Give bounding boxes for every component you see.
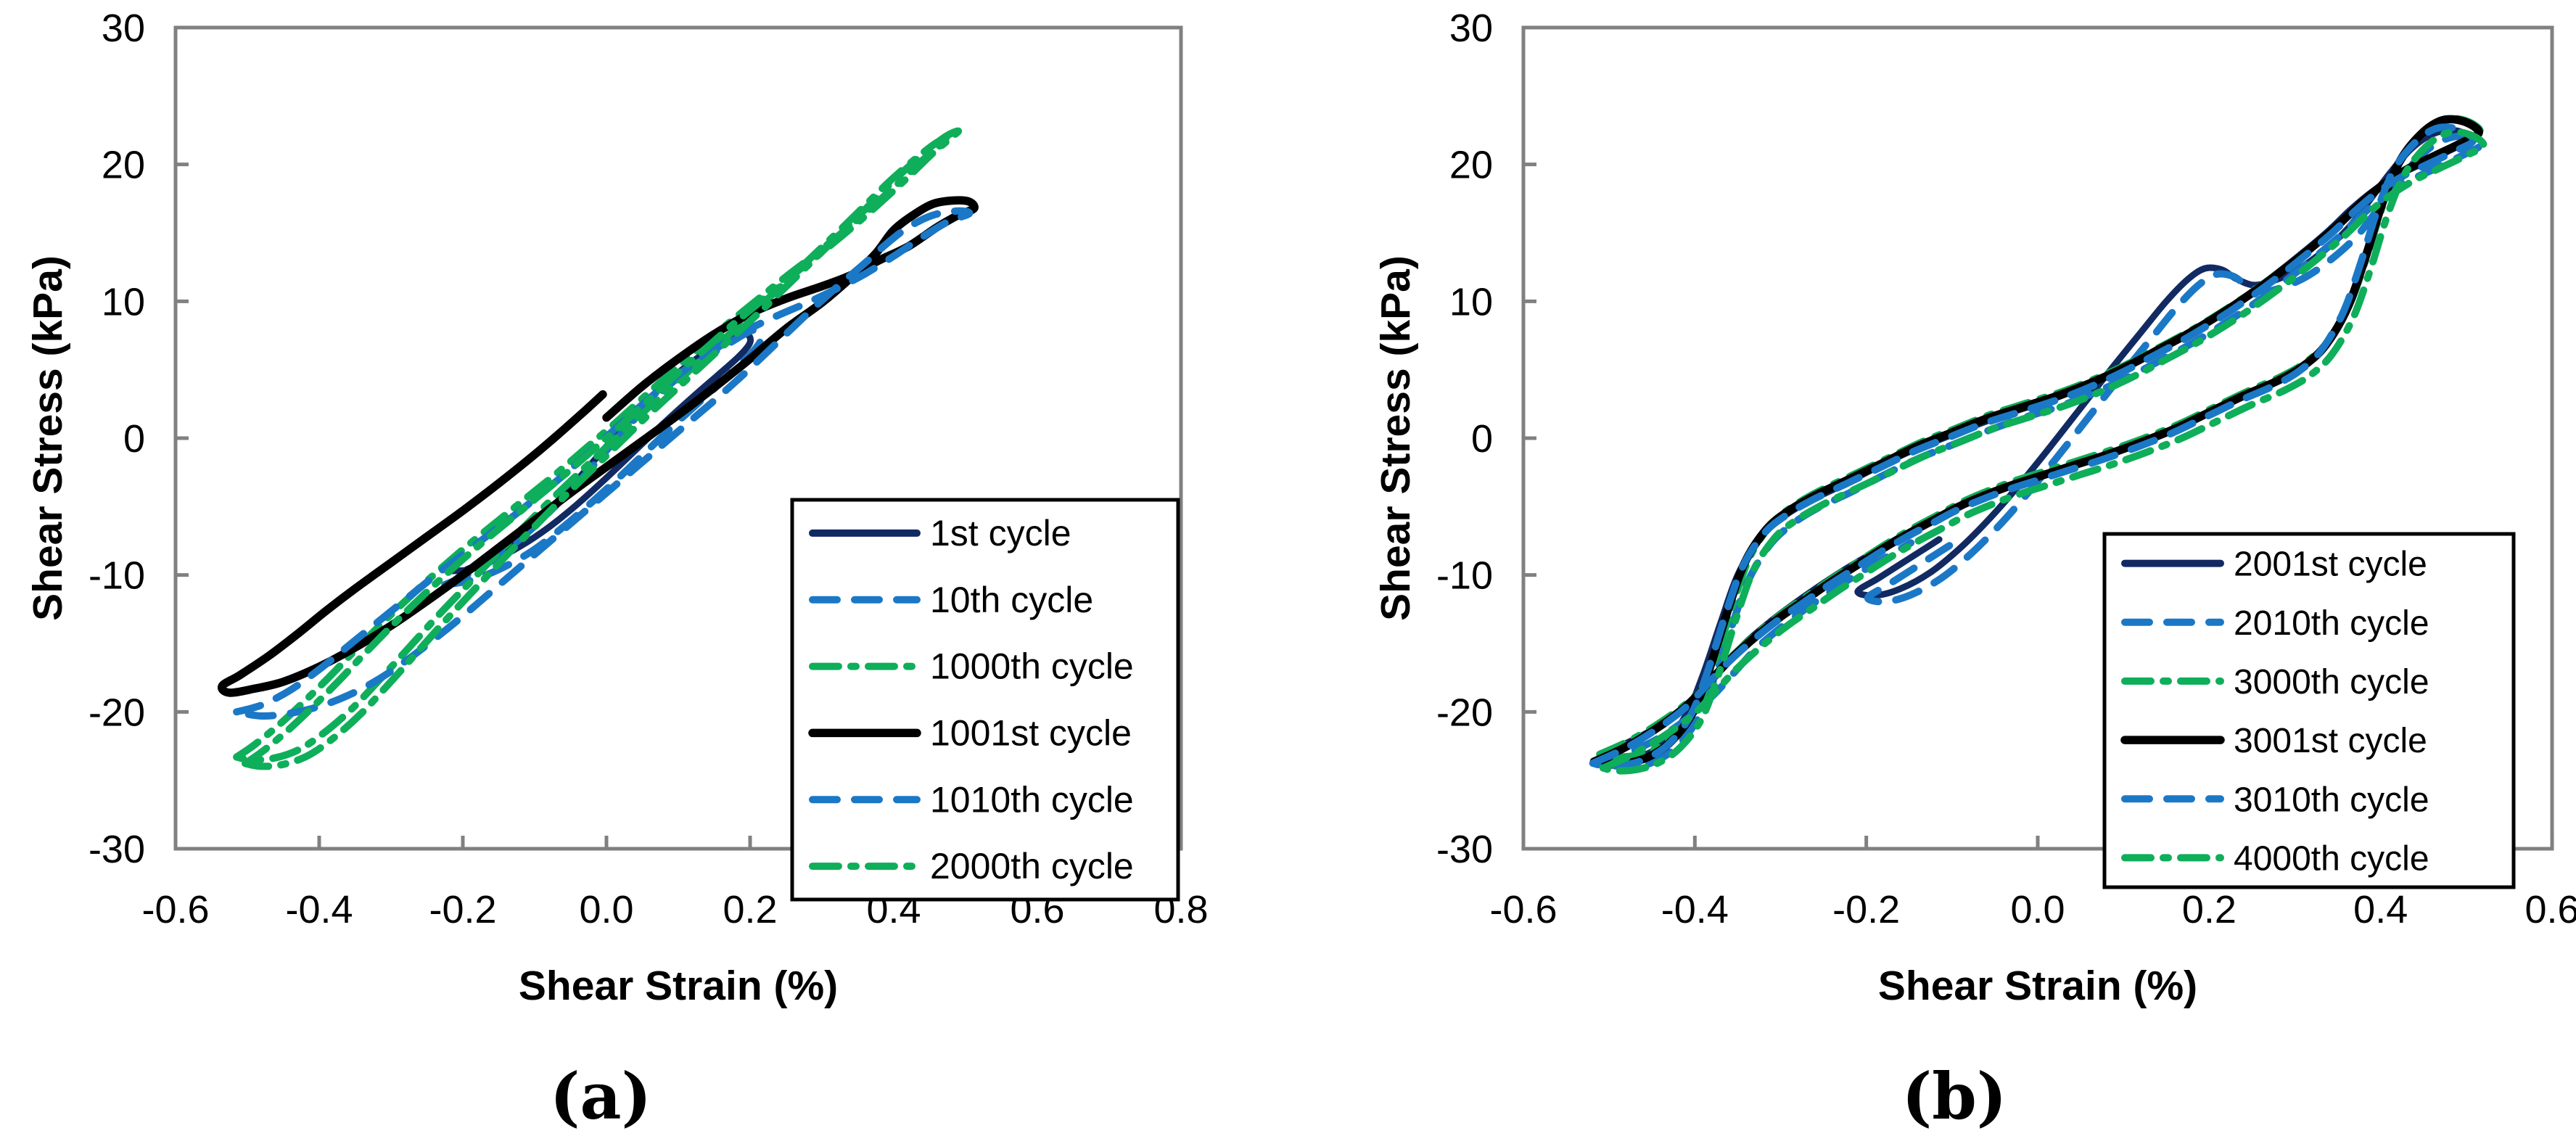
y-tick-label: 0 bbox=[123, 417, 145, 461]
x-tick-label: 0.0 bbox=[2010, 888, 2065, 931]
y-axis-title-a: Shear Stress (kPa) bbox=[25, 255, 71, 621]
legend-label-3000th-cycle: 3000th cycle bbox=[2234, 663, 2429, 701]
legend-label-3001st-cycle: 3001st cycle bbox=[2234, 722, 2427, 760]
y-tick-label: 0 bbox=[1471, 417, 1493, 461]
caption-a: (a) bbox=[550, 1058, 651, 1134]
legend-box-a bbox=[790, 498, 1180, 902]
series-line-4000th-cycle bbox=[1599, 128, 2487, 775]
y-tick-label: 30 bbox=[1449, 7, 1493, 50]
legend-label-1000th-cycle: 1000th cycle bbox=[930, 646, 1134, 687]
y-tick-label: -30 bbox=[89, 828, 145, 871]
x-tick-label: -0.6 bbox=[141, 888, 209, 931]
x-axis-title-b: Shear Strain (%) bbox=[1878, 963, 2197, 1009]
y-tick-label: 30 bbox=[102, 7, 145, 50]
legend-label-1010th-cycle: 1010th cycle bbox=[930, 779, 1134, 820]
y-tick-label: -20 bbox=[89, 691, 145, 734]
legend-label-10th-cycle: 10th cycle bbox=[930, 580, 1093, 620]
x-axis-title-a: Shear Strain (%) bbox=[519, 963, 838, 1009]
legend-label-4000th-cycle: 4000th cycle bbox=[2234, 839, 2429, 878]
y-axis-title-b: Shear Stress (kPa) bbox=[1373, 255, 1419, 621]
caption-b: (b) bbox=[1902, 1058, 2007, 1134]
legend-label-2001st-cycle: 2001st cycle bbox=[2234, 546, 2427, 584]
x-tick-label: 0.4 bbox=[2353, 888, 2408, 931]
series-line-2000th-cycle bbox=[242, 127, 963, 770]
x-tick-label: -0.2 bbox=[1832, 888, 1900, 931]
y-tick-label: -10 bbox=[1436, 554, 1493, 598]
x-tick-label: 0.2 bbox=[723, 888, 777, 931]
chart-b-plot: 30 20 10 0 -10 -20 -30 -0.6 -0.4 -0.2 0.0 0.2 0.4 0.6… bbox=[1436, 7, 2576, 931]
legend-label-2000th-cycle: 2000th cycle bbox=[930, 846, 1134, 886]
x-tick-label: 0.0 bbox=[579, 888, 633, 931]
y-tick-label: 10 bbox=[1449, 280, 1493, 324]
y-tick-label: -10 bbox=[89, 554, 145, 598]
x-tick-label: -0.6 bbox=[1489, 888, 1557, 931]
y-tick-label: -20 bbox=[1436, 691, 1493, 734]
x-tick-label: 0.6 bbox=[2525, 888, 2576, 931]
legend-box-b bbox=[2102, 532, 2516, 889]
x-tick-label: 0.2 bbox=[2182, 888, 2236, 931]
y-tick-label: 20 bbox=[1449, 144, 1493, 187]
x-tick-label: -0.2 bbox=[429, 888, 496, 931]
legend-label-1st-cycle: 1st cycle bbox=[930, 513, 1071, 554]
series-line-1001st-cycle bbox=[217, 196, 979, 697]
x-tick-label: -0.4 bbox=[1661, 888, 1729, 931]
y-tick-label: -30 bbox=[1436, 828, 1493, 871]
series-line-1st-cycle bbox=[448, 330, 754, 575]
y-tick-label: 20 bbox=[102, 144, 145, 187]
series-line-3010th-cycle bbox=[1589, 123, 2477, 770]
legend-label-3010th-cycle: 3010th cycle bbox=[2234, 781, 2429, 819]
legend-label-1001st-cycle: 1001st cycle bbox=[930, 712, 1132, 753]
legend-label-2010th-cycle: 2010th cycle bbox=[2234, 604, 2429, 643]
y-tick-label: 10 bbox=[102, 280, 145, 324]
x-tick-label: -0.4 bbox=[285, 888, 353, 931]
